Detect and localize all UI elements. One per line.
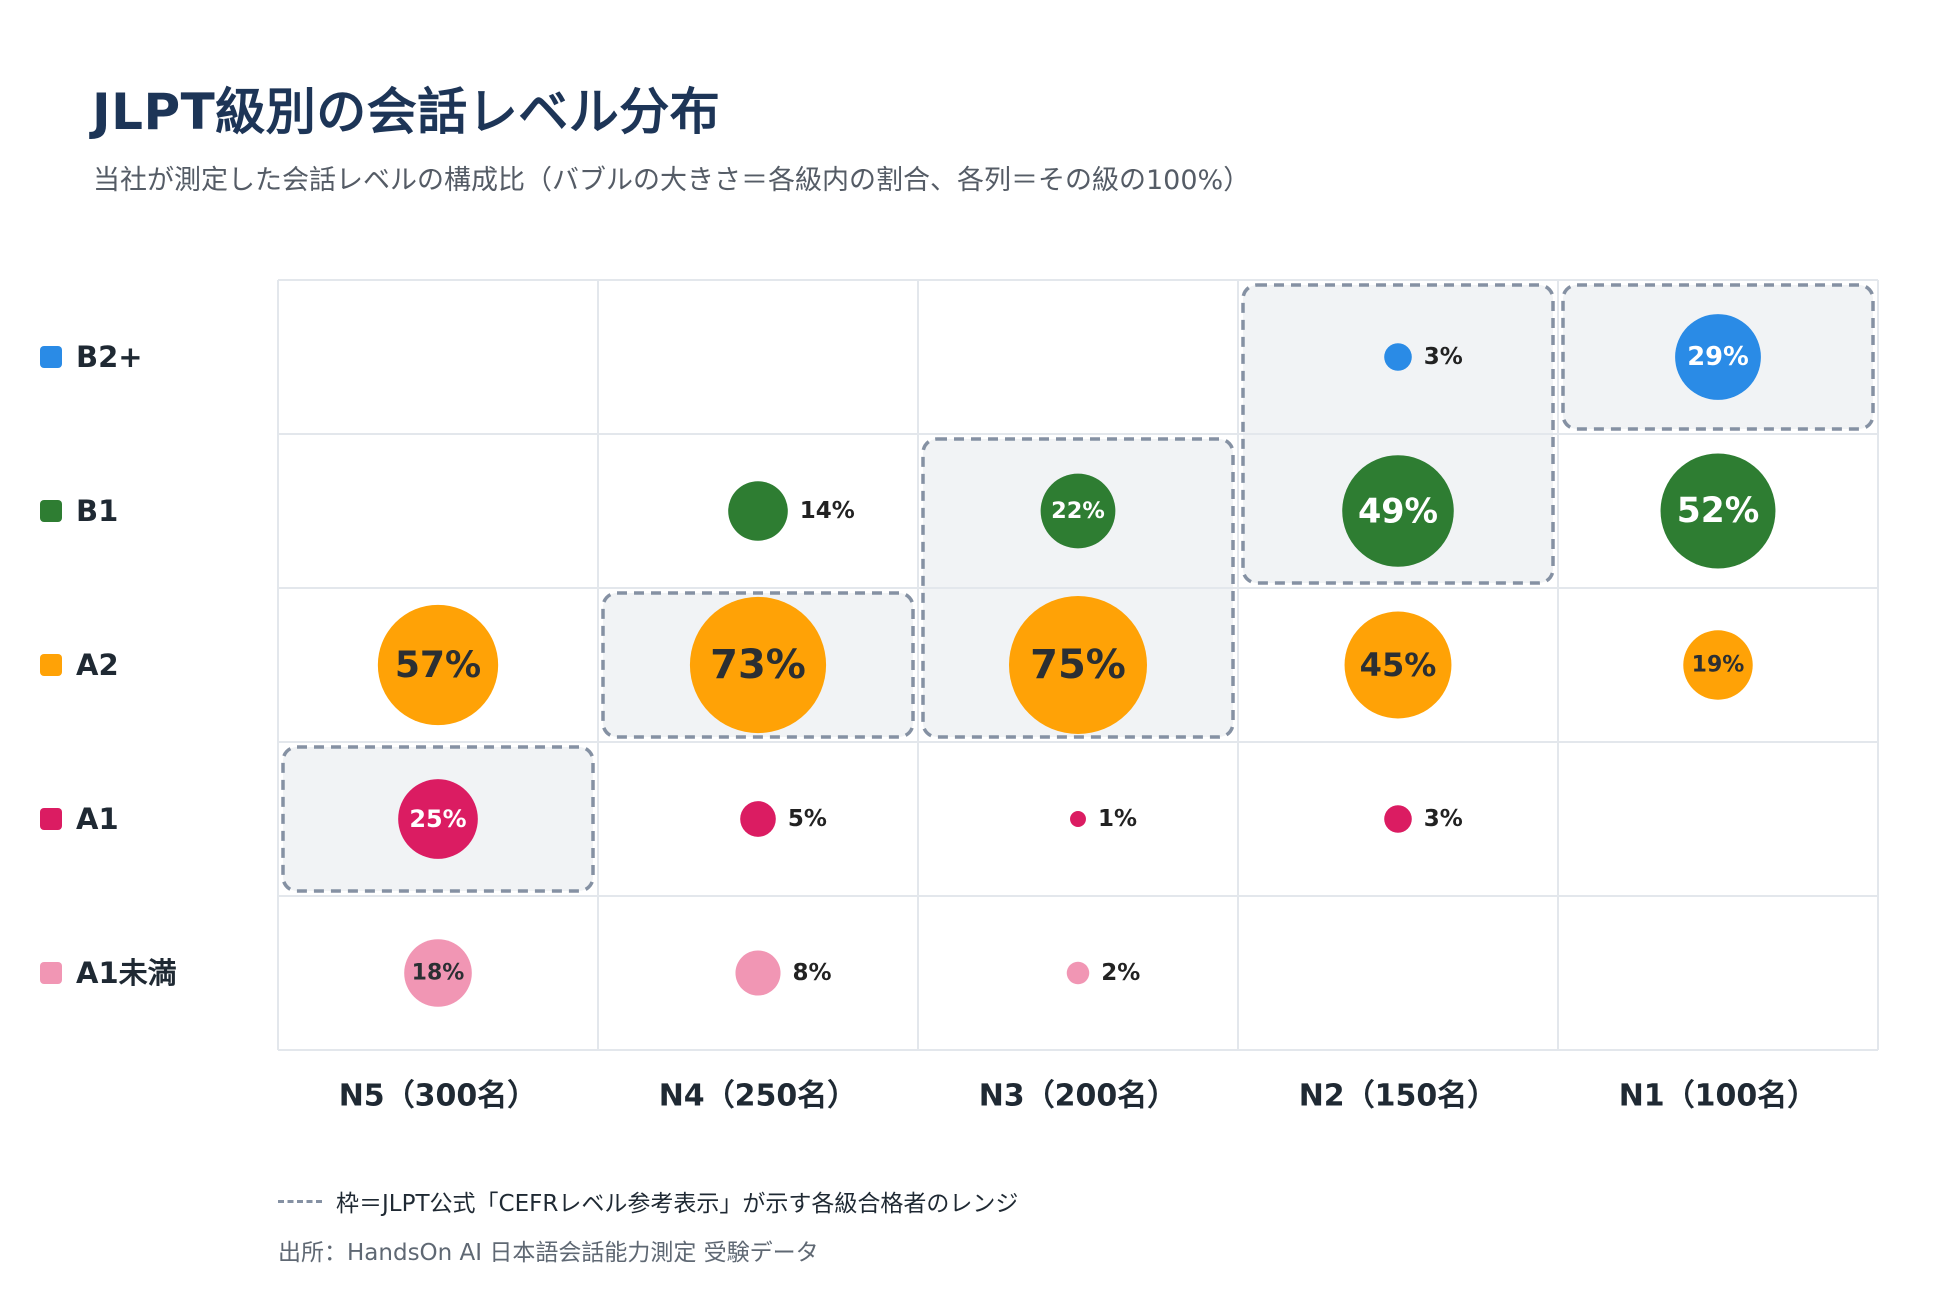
grid (277, 279, 1879, 1051)
legend-label: B2+ (76, 340, 143, 374)
data-label: 1% (1098, 806, 1137, 832)
legend-swatch (40, 654, 62, 676)
bubble (398, 779, 478, 859)
source-note: 出所：HandsOn AI 日本語会話能力測定 受験データ (278, 1240, 819, 1266)
data-label: 22% (1051, 498, 1105, 524)
legend-swatch (40, 808, 62, 830)
data-label: 52% (1677, 491, 1760, 531)
x-tick-label: N5（300名） (339, 1079, 538, 1114)
bubble (735, 950, 781, 996)
bubble (1040, 473, 1116, 549)
row-legend: B2+ B1 A2 A1 A1未満 (40, 340, 177, 990)
data-label: 45% (1360, 646, 1437, 684)
bubble (728, 481, 788, 541)
data-label: 73% (710, 642, 806, 688)
bubble (1660, 453, 1776, 569)
legend-label: A1未満 (76, 956, 177, 990)
data-label: 8% (793, 960, 832, 986)
data-label: 19% (1692, 653, 1745, 678)
data-label: 49% (1358, 492, 1438, 531)
data-label: 57% (395, 644, 481, 686)
data-label: 18% (412, 961, 465, 986)
bubble (404, 939, 472, 1007)
data-label: 75% (1030, 642, 1126, 688)
bubble (1009, 596, 1147, 734)
chart-subtitle: 当社が測定した会話レベルの構成比（バブルの大きさ＝各級内の割合、各列＝その級の1… (93, 165, 1251, 196)
legend-swatch (40, 962, 62, 984)
bubble (1683, 630, 1753, 700)
official-range-frames (281, 283, 1875, 893)
data-label: 5% (788, 806, 827, 832)
data-label: 3% (1424, 344, 1463, 370)
legend-label: A2 (76, 648, 119, 682)
bubble (1344, 611, 1452, 719)
legend-swatch (40, 500, 62, 522)
x-tick-label: N4（250名） (659, 1079, 858, 1114)
legend-label: A1 (76, 802, 119, 836)
bubble (1384, 343, 1412, 371)
range-frame-legend: 枠＝JLPT公式「CEFRレベル参考表示」が示す各級合格者のレンジ (278, 1184, 1018, 1218)
legend-swatch (40, 346, 62, 368)
x-axis: N5（300名） N4（250名） N3（200名） N2（150名） N1（100名） (339, 1079, 1818, 1114)
chart-title: JLPT級別の会話レベル分布 (92, 83, 721, 141)
bubble (1384, 805, 1412, 833)
bubbles: 3% 29% 14% 22% 49% 52% 57% 73% 75% 45% 19% 25% 5% 1% 3… (377, 314, 1776, 1007)
bubble (1070, 811, 1086, 827)
bubble (1342, 455, 1454, 567)
data-label: 3% (1424, 806, 1463, 832)
x-tick-label: N2（150名） (1299, 1079, 1498, 1114)
range-frame-legend-text: 枠＝JLPT公式「CEFRレベル参考表示」が示す各級合格者のレンジ (336, 1191, 1019, 1217)
x-tick-label: N1（100名） (1619, 1079, 1818, 1114)
x-tick-label: N3（200名） (979, 1079, 1178, 1114)
data-label: 14% (800, 498, 855, 524)
bubble (1675, 314, 1761, 400)
bubble (1066, 961, 1090, 985)
bubble (377, 604, 499, 726)
data-label: 25% (409, 805, 466, 833)
data-label: 29% (1687, 342, 1749, 372)
bubble (689, 596, 827, 734)
legend-label: B1 (76, 494, 118, 528)
bubble (740, 801, 776, 837)
data-label: 2% (1101, 960, 1140, 986)
dashed-frame-sample (278, 1199, 322, 1203)
